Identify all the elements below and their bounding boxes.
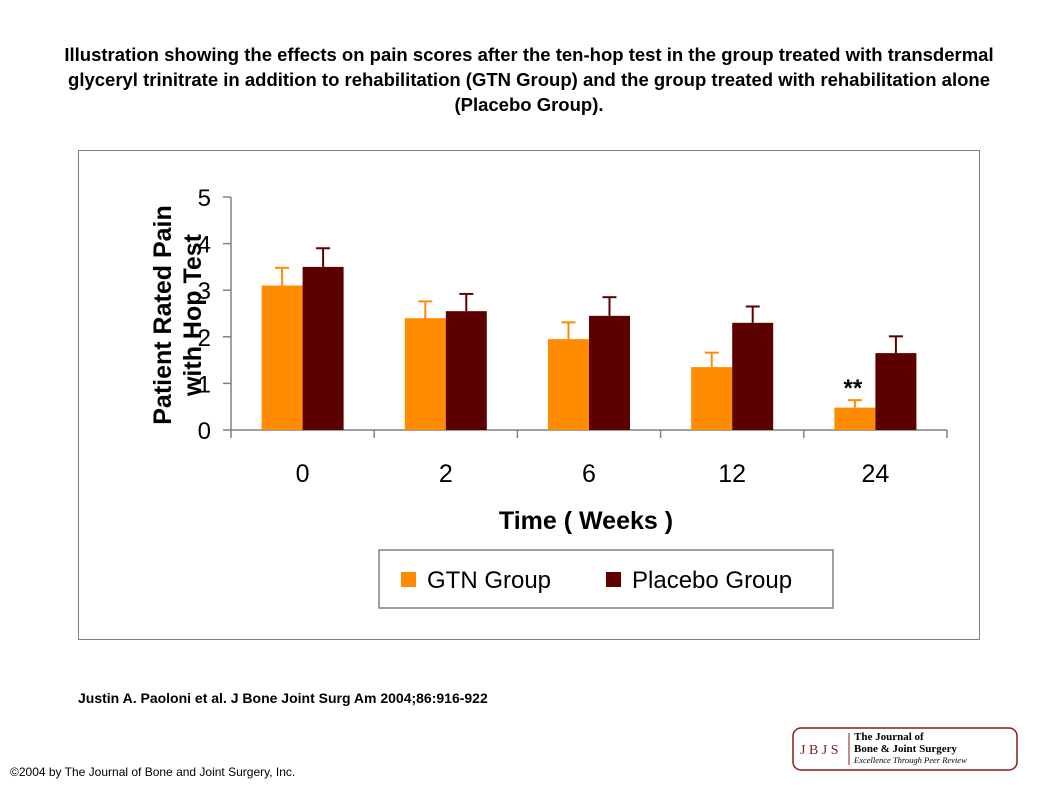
logo-line1: The Journal of — [854, 731, 924, 743]
legend-swatch — [606, 572, 621, 587]
legend-label: Placebo Group — [632, 567, 792, 594]
journal-logo: J B J S The Journal of Bone & Joint Surg… — [792, 727, 1018, 771]
bar — [732, 322, 774, 430]
legend-swatch — [401, 572, 416, 587]
y-tick-label: 2 — [198, 325, 211, 352]
logo-tagline: Excellence Through Peer Review — [853, 755, 967, 765]
logo-initials: J B J S — [800, 743, 839, 758]
y-tick-label: 5 — [198, 185, 211, 212]
x-axis-label: Time ( Weeks ) — [499, 507, 673, 535]
x-tick-label: 0 — [296, 460, 310, 488]
bar — [261, 285, 303, 430]
logo-line2: Bone & Joint Surgery — [854, 743, 957, 755]
y-tick-label: 4 — [198, 232, 211, 259]
y-axis-label-line: with Hop Test — [179, 233, 207, 397]
bar — [445, 311, 487, 430]
bar — [302, 266, 344, 430]
y-axis-label-line: Patient Rated Pain — [149, 205, 177, 425]
y-tick-label: 0 — [198, 418, 211, 445]
chart-frame: 0 1 2 3 4 5 0 2 6 12 24 ** Time ( Weeks ) Patient Rat… — [78, 150, 980, 640]
bar — [834, 407, 876, 430]
bar — [589, 315, 630, 430]
x-tick-label: 12 — [718, 460, 746, 488]
significance-annotation: ** — [844, 375, 863, 402]
bar — [404, 318, 446, 430]
copyright: ©2004 by The Journal of Bone and Joint S… — [10, 765, 296, 779]
y-axis-label: Patient Rated Painwith Hop Test — [149, 205, 207, 425]
x-tick-label: 24 — [861, 460, 889, 488]
y-tick-label: 3 — [198, 278, 211, 305]
bar — [548, 339, 589, 430]
citation: Justin A. Paoloni et al. J Bone Joint Su… — [78, 690, 488, 706]
bar — [691, 367, 733, 430]
slide-title: Illustration showing the effects on pain… — [64, 44, 994, 115]
bar — [875, 353, 917, 430]
y-tick-label: 1 — [198, 371, 211, 398]
x-tick-label: 6 — [582, 460, 596, 488]
legend-label: GTN Group — [427, 567, 551, 594]
x-tick-label: 2 — [439, 460, 453, 488]
